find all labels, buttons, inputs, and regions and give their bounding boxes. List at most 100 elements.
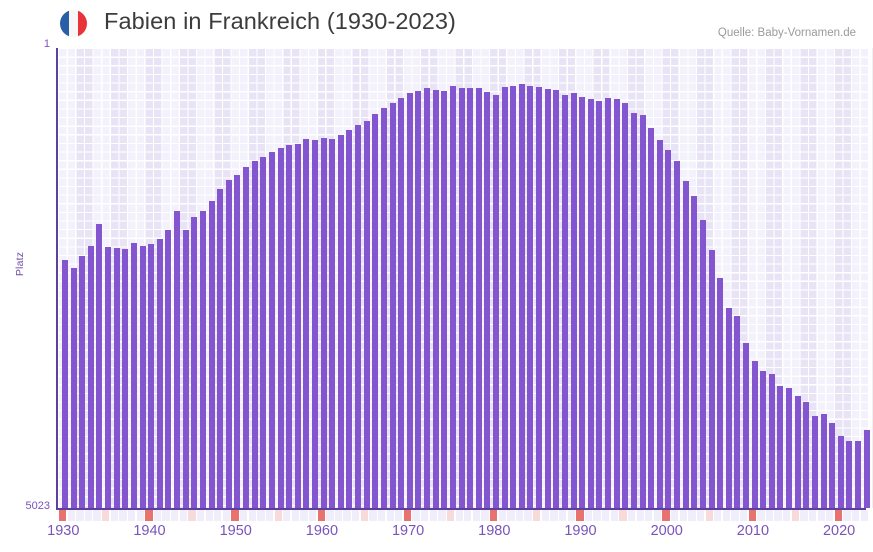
bar[interactable] <box>855 441 862 508</box>
bar[interactable] <box>398 98 405 508</box>
bar[interactable] <box>725 308 732 508</box>
bar[interactable] <box>260 157 267 508</box>
bar[interactable] <box>794 396 801 508</box>
bar[interactable] <box>346 130 353 508</box>
bar[interactable] <box>389 103 396 508</box>
bar[interactable] <box>596 101 603 508</box>
tick-major <box>576 510 584 521</box>
bar[interactable] <box>251 161 258 508</box>
bar[interactable] <box>846 441 853 508</box>
bar[interactable] <box>803 402 810 508</box>
bar[interactable] <box>820 414 827 508</box>
bar[interactable] <box>303 139 310 508</box>
bar[interactable] <box>656 140 663 508</box>
bar[interactable] <box>699 220 706 508</box>
bar[interactable] <box>62 260 68 508</box>
bar[interactable] <box>863 430 870 508</box>
bar[interactable] <box>674 161 681 508</box>
bar[interactable] <box>441 91 448 508</box>
tick-major <box>490 510 498 521</box>
bar[interactable] <box>536 87 543 508</box>
bar[interactable] <box>406 93 413 508</box>
bar[interactable] <box>734 316 741 508</box>
bar[interactable] <box>96 224 103 508</box>
bar[interactable] <box>691 196 698 508</box>
bar[interactable] <box>380 108 387 508</box>
bar[interactable] <box>493 95 499 508</box>
bar[interactable] <box>277 148 284 508</box>
bar[interactable] <box>553 90 560 508</box>
bar[interactable] <box>811 416 818 508</box>
bar[interactable] <box>630 113 637 508</box>
bar[interactable] <box>337 135 344 508</box>
bar[interactable] <box>234 175 241 508</box>
x-tick-label: 2020 <box>822 523 856 539</box>
bar[interactable] <box>639 115 646 508</box>
bar[interactable] <box>579 97 586 508</box>
bar[interactable] <box>156 239 163 508</box>
bar[interactable] <box>510 86 517 508</box>
bar[interactable] <box>432 90 439 508</box>
bar[interactable] <box>682 181 689 508</box>
bar[interactable] <box>122 249 129 508</box>
bar[interactable] <box>570 93 577 508</box>
bar[interactable] <box>311 140 318 508</box>
bar[interactable] <box>329 139 336 508</box>
bar[interactable] <box>622 103 629 508</box>
bar[interactable] <box>475 88 482 508</box>
bar[interactable] <box>191 217 198 508</box>
bar[interactable] <box>113 248 120 508</box>
bar[interactable] <box>587 99 594 508</box>
bar[interactable] <box>768 374 775 508</box>
bar[interactable] <box>708 250 715 508</box>
bar[interactable] <box>87 246 94 508</box>
tick-half <box>619 510 627 521</box>
bar[interactable] <box>527 86 534 508</box>
bar[interactable] <box>561 95 568 508</box>
bar[interactable] <box>105 247 112 508</box>
bar[interactable] <box>544 89 551 508</box>
bar[interactable] <box>182 230 189 508</box>
bar[interactable] <box>777 386 784 508</box>
bar[interactable] <box>268 152 275 508</box>
bar[interactable] <box>363 121 370 508</box>
tick-minor <box>714 510 722 521</box>
bar[interactable] <box>320 138 327 508</box>
bar[interactable] <box>243 167 250 508</box>
bar[interactable] <box>225 180 232 508</box>
bar[interactable] <box>79 256 86 508</box>
bar[interactable] <box>786 388 793 508</box>
bar[interactable] <box>415 91 422 508</box>
bar[interactable] <box>613 99 620 508</box>
bar[interactable] <box>165 230 172 508</box>
bar[interactable] <box>605 98 612 508</box>
bar[interactable] <box>130 243 137 508</box>
bar[interactable] <box>751 361 758 508</box>
bar[interactable] <box>648 128 655 508</box>
bar[interactable] <box>717 278 724 508</box>
tick-minor <box>162 510 170 521</box>
bar[interactable] <box>449 86 456 508</box>
bar[interactable] <box>294 144 301 508</box>
bar[interactable] <box>484 92 491 508</box>
bar[interactable] <box>837 436 844 508</box>
bar[interactable] <box>467 88 474 508</box>
bar[interactable] <box>286 145 293 508</box>
bar[interactable] <box>139 246 146 508</box>
bar[interactable] <box>458 88 465 508</box>
bar[interactable] <box>148 244 155 508</box>
bar[interactable] <box>742 343 749 508</box>
bar[interactable] <box>501 87 508 508</box>
bar[interactable] <box>424 88 431 508</box>
bar[interactable] <box>665 150 672 508</box>
bar[interactable] <box>355 125 362 508</box>
bar[interactable] <box>70 268 77 508</box>
bar[interactable] <box>372 114 379 508</box>
bar[interactable] <box>217 189 224 508</box>
bar[interactable] <box>199 211 206 508</box>
bar[interactable] <box>518 84 525 508</box>
bar[interactable] <box>760 371 767 508</box>
bar[interactable] <box>174 211 181 508</box>
bar[interactable] <box>829 423 836 508</box>
bar[interactable] <box>208 201 215 508</box>
